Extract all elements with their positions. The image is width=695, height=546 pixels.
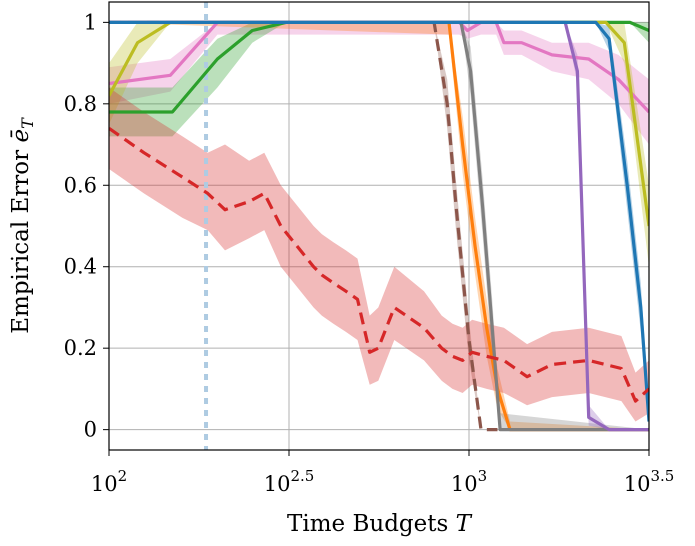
plot-frame [108,1,650,451]
y-axis-ticks: 0 0.2 0.4 0.6 0.8 1 [64,10,109,442]
x-tick-label-0: 102 [91,467,127,496]
series-lines [109,20,649,432]
y-tick-label-1: 0.2 [64,336,97,360]
y-tick-label-4: 0.8 [64,92,97,116]
x-tick-label-3: 103.5 [624,467,675,496]
y-tick-label-2: 0.4 [64,255,97,279]
series-line-7 [109,20,649,422]
series-band-1 [109,22,649,137]
series-band-8 [109,87,649,422]
x-tick-label-2: 103 [451,467,487,496]
series-band-0 [109,22,649,145]
x-axis-label: Time Budgets T [287,511,473,537]
confidence-bands [109,22,649,430]
series-line-8 [109,126,649,403]
y-axis-label: Empirical Error ēT [8,117,37,334]
series-line-1 [109,20,649,114]
y-tick-label-0: 0 [84,418,97,442]
x-tick-label-1: 102.5 [264,467,315,496]
y-tick-label-5: 1 [84,10,97,34]
y-tick-label-3: 0.6 [64,173,97,197]
series-line-4 [109,20,649,432]
x-axis-ticks: 102 102.5 103 103.5 [91,450,674,496]
